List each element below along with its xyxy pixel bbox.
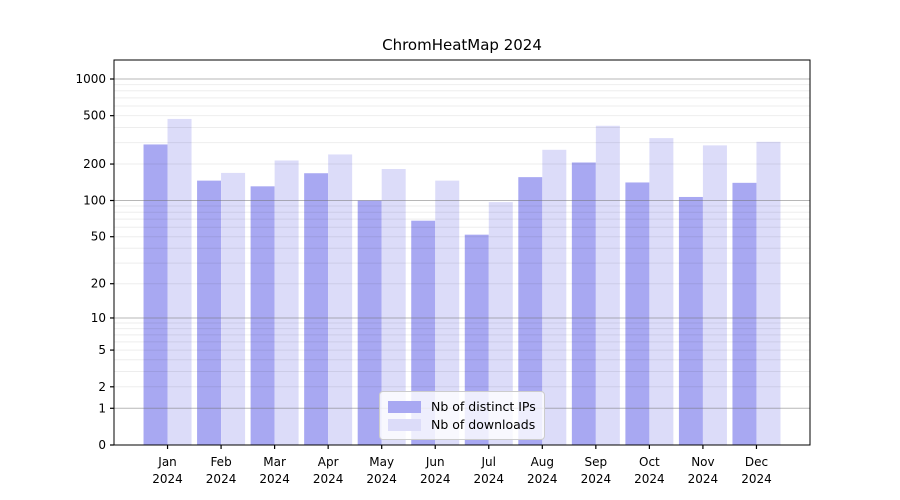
x-tick-label-year: 2024 (313, 472, 344, 486)
bar-downloads-jan (167, 118, 192, 445)
x-tick-label-year: 2024 (152, 472, 183, 486)
x-tick-label-month: Sep (585, 455, 608, 469)
x-tick-label-month: Mar (263, 455, 286, 469)
bar-downloads-mar (274, 160, 299, 445)
y-tick-label: 50 (91, 230, 106, 244)
x-tick-label-year: 2024 (366, 472, 397, 486)
bar-distinct-ips-nov (678, 196, 703, 445)
bar-downloads-sep (595, 125, 620, 445)
x-tick-label-year: 2024 (741, 472, 772, 486)
bar-downloads-dec (756, 141, 781, 445)
y-tick-label: 100 (83, 194, 106, 208)
x-tick-label-month: Feb (210, 455, 231, 469)
x-tick-label-year: 2024 (581, 472, 612, 486)
legend-swatch-distinct-ips (388, 400, 421, 413)
legend: Nb of distinct IPs Nb of downloads (379, 391, 545, 440)
legend-item-downloads: Nb of downloads (388, 416, 536, 433)
y-tick-label: 1 (98, 401, 106, 415)
chart-title: ChromHeatMap 2024 (382, 36, 542, 54)
plot-border (113, 59, 811, 446)
bar-distinct-ips-apr (304, 173, 329, 446)
x-tick-label-year: 2024 (473, 472, 504, 486)
x-tick-label-month: Nov (691, 455, 714, 469)
bar-downloads-nov (702, 145, 727, 445)
x-tick-label-year: 2024 (527, 472, 558, 486)
x-axis: Jan 2024 Feb 2024 Mar 2024 Apr 2024 May 2024 Jun 20… (152, 445, 772, 486)
bars-layer (143, 118, 781, 446)
bar-distinct-ips-mar (250, 186, 275, 446)
x-tick-label-month: Jun (425, 455, 445, 469)
bar-distinct-ips-sep (571, 162, 596, 445)
x-tick-label-month: Jul (481, 455, 496, 469)
bar-downloads-aug (542, 149, 567, 445)
y-tick-label: 0 (98, 438, 106, 452)
y-tick-label: 5 (98, 343, 106, 357)
y-tick-label: 1000 (75, 72, 106, 86)
x-tick-label-month: Jan (157, 455, 177, 469)
bar-distinct-ips-feb (197, 180, 222, 445)
x-tick-label-year: 2024 (259, 472, 290, 486)
bar-downloads-oct (649, 138, 674, 446)
x-tick-label-month: Oct (639, 455, 660, 469)
x-tick-label-month: Aug (531, 455, 554, 469)
bar-distinct-ips-may (357, 200, 382, 445)
bar-distinct-ips-oct (625, 182, 650, 446)
x-tick-label-month: Apr (318, 455, 339, 469)
bar-downloads-apr (328, 154, 353, 445)
y-tick-label: 500 (83, 109, 106, 123)
x-tick-label-year: 2024 (420, 472, 451, 486)
x-tick-label-month: May (369, 455, 394, 469)
x-tick-label-year: 2024 (634, 472, 665, 486)
x-tick-label-year: 2024 (688, 472, 719, 486)
legend-item-distinct-ips: Nb of distinct IPs (388, 398, 536, 415)
legend-swatch-downloads (388, 418, 421, 431)
bar-downloads-feb (221, 172, 246, 445)
legend-label-distinct-ips: Nb of distinct IPs (431, 399, 536, 414)
bar-distinct-ips-jan (143, 144, 168, 445)
x-tick-label-year: 2024 (206, 472, 237, 486)
x-tick-label-month: Dec (745, 455, 768, 469)
y-tick-label: 10 (91, 311, 106, 325)
y-tick-label: 2 (98, 380, 106, 394)
legend-label-downloads: Nb of downloads (431, 417, 536, 432)
y-axis: 0 1 2 5 10 20 50 100 200 500 1000 (75, 72, 114, 452)
y-tick-label: 20 (91, 277, 106, 291)
y-tick-label: 200 (83, 157, 106, 171)
bar-distinct-ips-dec (732, 182, 757, 446)
